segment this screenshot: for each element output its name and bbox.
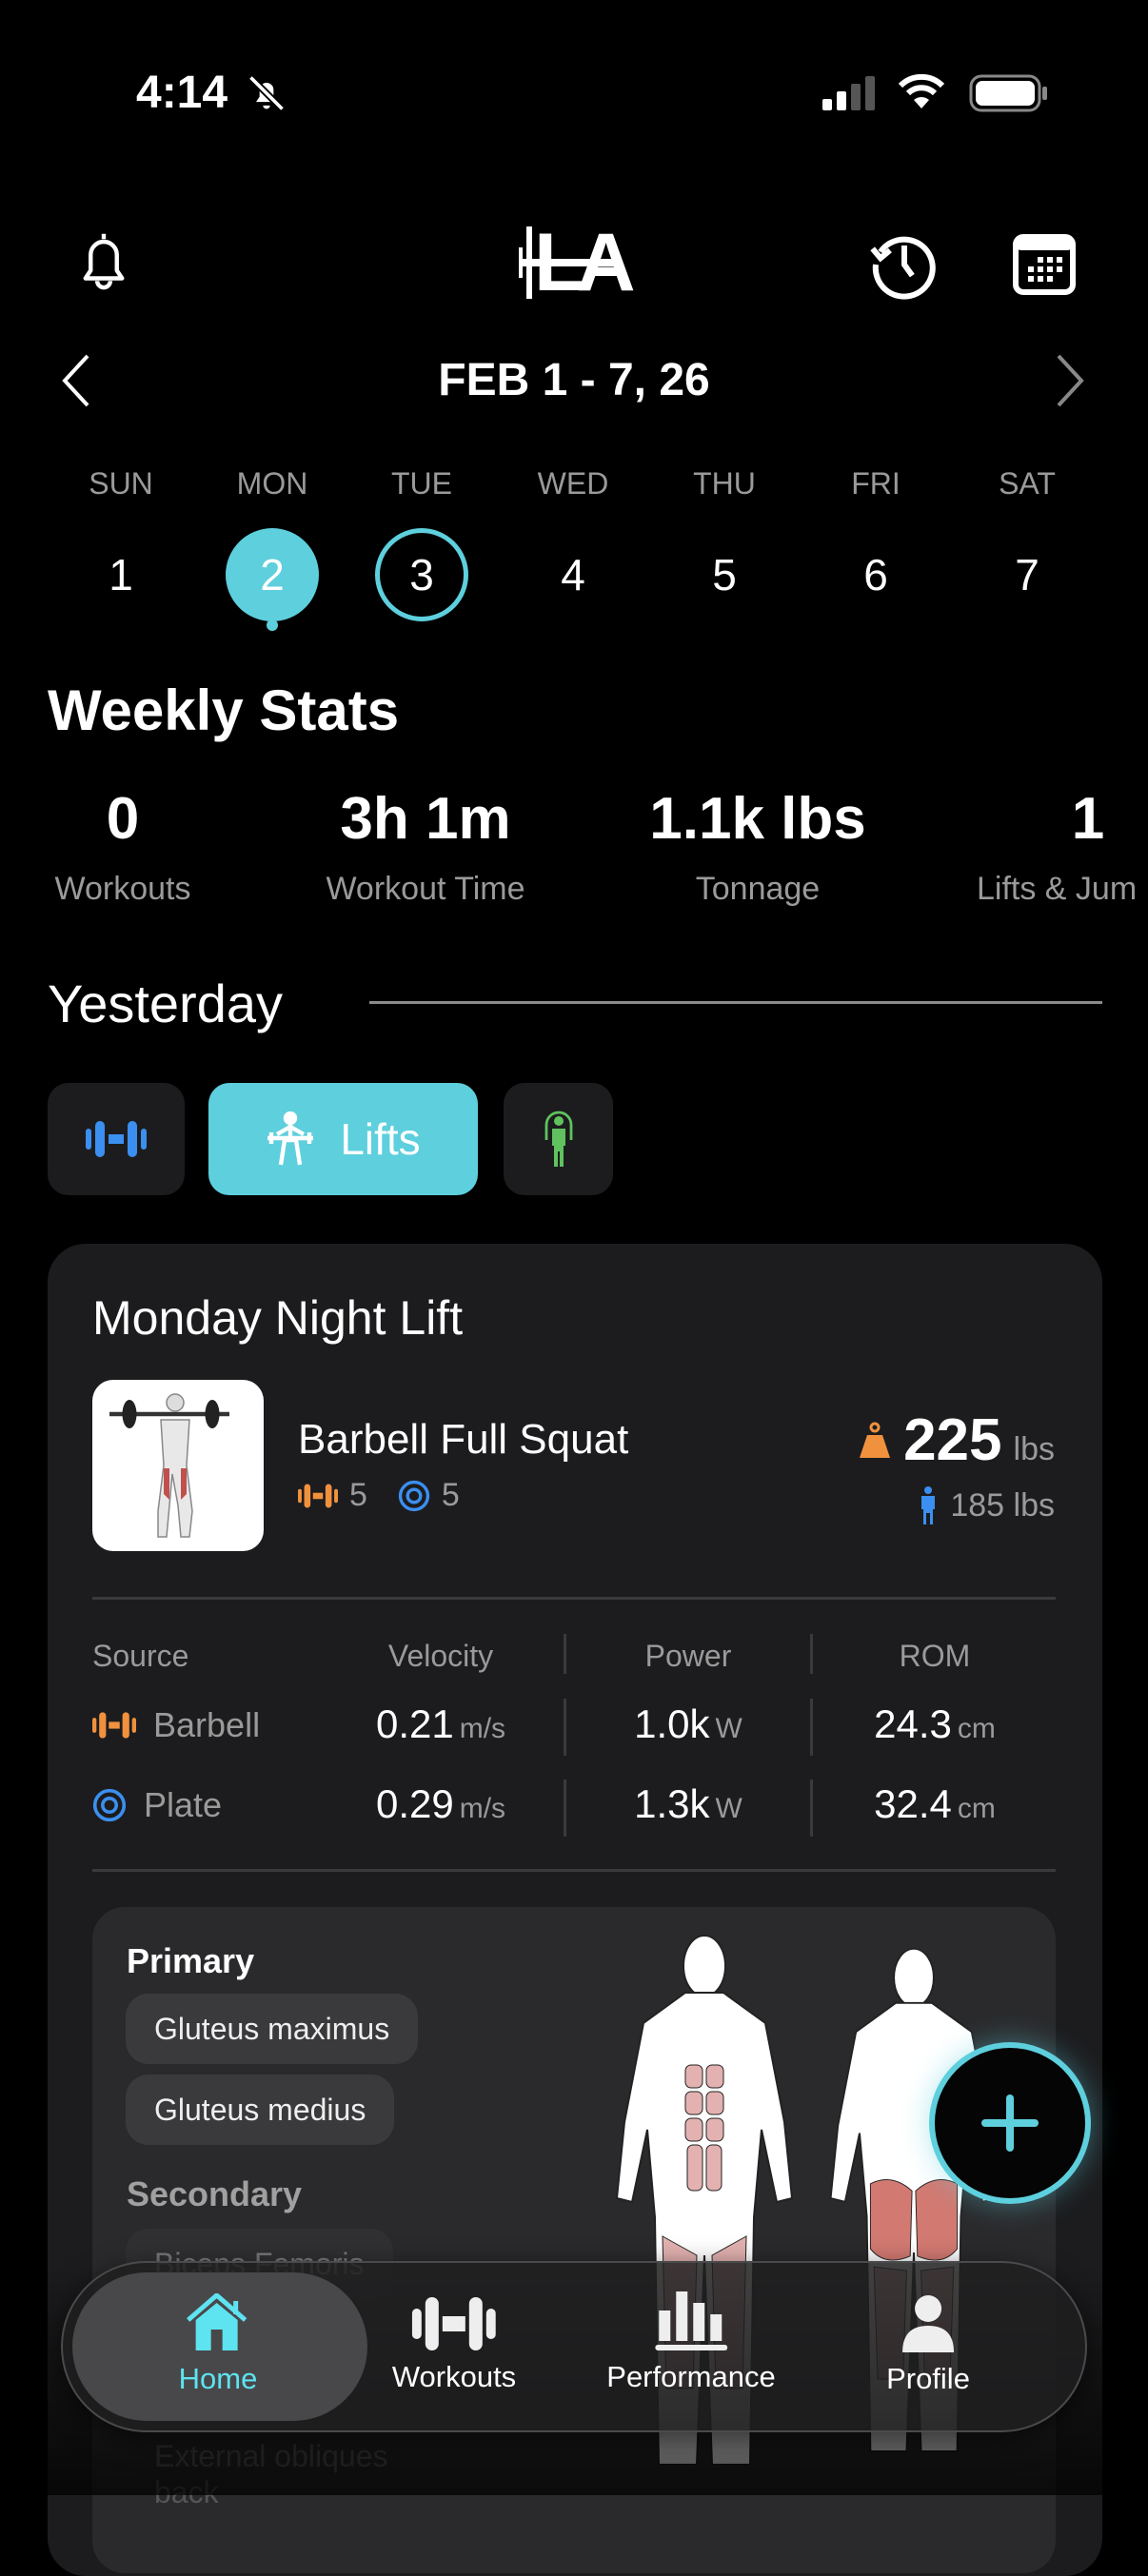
- section-divider: [369, 1001, 1102, 1004]
- stat-value: 0: [106, 786, 140, 852]
- section-title: Yesterday: [48, 973, 283, 1033]
- add-workout-button[interactable]: [929, 2042, 1091, 2204]
- bell-slash-icon: [247, 74, 286, 112]
- week-range-label: FEB 1 - 7, 26: [438, 355, 710, 405]
- barbell-velocity: 0.21 m/s: [375, 1701, 506, 1746]
- weightlifter-icon: [267, 1111, 314, 1166]
- workout-title: Monday Night Lift: [92, 1291, 464, 1345]
- header-power: Power: [644, 1639, 732, 1673]
- day-label-tue: TUE: [391, 466, 452, 501]
- barbell-reps: 5: [349, 1477, 367, 1513]
- history-icon[interactable]: [866, 226, 942, 303]
- status-time: 4:14: [136, 68, 228, 118]
- primary-title: Primary: [127, 1941, 255, 1980]
- day-4[interactable]: 4: [561, 550, 585, 600]
- stat-label: Workouts: [54, 871, 191, 907]
- signal-icon: [822, 76, 875, 110]
- header-velocity: Velocity: [387, 1639, 494, 1673]
- barbell-sensor-icon: [298, 1484, 338, 1507]
- plate-reps: 5: [441, 1477, 460, 1513]
- stat-value: 1: [1071, 786, 1105, 852]
- plate-velocity: 0.29 m/s: [375, 1781, 506, 1826]
- weight-value: 225: [903, 1407, 1002, 1473]
- plus-icon: [981, 2094, 1039, 2152]
- stat-value: 3h 1m: [340, 786, 511, 852]
- stat-value: 1.1k lbs: [649, 786, 866, 852]
- day-label-sun: SUN: [89, 466, 153, 501]
- table-row-plate-source: Plate: [92, 1785, 222, 1825]
- weekly-stats-title: Weekly Stats: [48, 678, 400, 742]
- filter-lifts-label: Lifts: [340, 1114, 421, 1164]
- barbell-rom: 24.3 cm: [874, 1701, 996, 1746]
- dumbbell-icon: [411, 2297, 496, 2350]
- muscle-chip: Gluteus medius: [126, 2075, 395, 2145]
- day-label-mon: MON: [236, 466, 308, 501]
- person-icon: [902, 2295, 954, 2352]
- exercise-name: Barbell Full Squat: [298, 1416, 629, 1463]
- bodyweight-person-icon: [921, 1486, 936, 1524]
- weight-unit: lbs: [1013, 1431, 1055, 1467]
- day-5[interactable]: 5: [712, 550, 737, 600]
- kettlebell-weight-icon: [860, 1422, 891, 1458]
- table-row-barbell-source: Barbell: [92, 1705, 260, 1745]
- activity-dot: [267, 619, 278, 631]
- battery-icon: [969, 74, 1047, 112]
- tab-home[interactable]: Home: [179, 2293, 257, 2396]
- wifi-icon: [898, 73, 945, 108]
- dumbbell-icon: [86, 1121, 147, 1157]
- header-rom: ROM: [899, 1639, 971, 1673]
- filter-workouts-button[interactable]: [48, 1083, 185, 1195]
- home-icon: [187, 2293, 247, 2350]
- plate-rom: 32.4 cm: [874, 1781, 996, 1826]
- stat-label: Tonnage: [695, 871, 821, 907]
- jump-rope-icon: [544, 1111, 572, 1167]
- stat-label: Workout Time: [326, 871, 525, 907]
- day-6[interactable]: 6: [863, 550, 888, 600]
- bar-chart-icon: [655, 2291, 727, 2350]
- secondary-title: Secondary: [127, 2174, 303, 2213]
- calendar-icon[interactable]: [1013, 234, 1076, 295]
- filter-lifts-button[interactable]: Lifts: [208, 1083, 478, 1195]
- day-2[interactable]: 2: [226, 528, 319, 621]
- plate-sensor-icon: [92, 1788, 127, 1822]
- filter-jumps-button[interactable]: [504, 1083, 613, 1195]
- app-logo: LA: [519, 222, 636, 304]
- day-7[interactable]: 7: [1015, 550, 1039, 600]
- bell-icon[interactable]: [72, 228, 135, 297]
- bodyweight-value: 185 lbs: [950, 1486, 1055, 1524]
- tab-performance[interactable]: Performance: [606, 2291, 776, 2394]
- stat-label: Lifts & Jum: [977, 871, 1138, 907]
- barbell-power: 1.0k W: [634, 1701, 742, 1746]
- tab-workouts[interactable]: Workouts: [392, 2297, 516, 2394]
- day-1[interactable]: 1: [109, 550, 133, 600]
- header-source: Source: [92, 1639, 189, 1673]
- divider: [92, 1869, 1056, 1872]
- barbell-sensor-icon: [92, 1712, 136, 1739]
- exercise-image: [92, 1380, 264, 1551]
- previous-week-button[interactable]: [59, 352, 91, 409]
- plate-power: 1.3k W: [634, 1781, 742, 1826]
- day-label-sat: SAT: [999, 466, 1056, 501]
- plate-sensor-icon: [398, 1480, 430, 1511]
- divider: [92, 1597, 1056, 1600]
- day-label-fri: FRI: [851, 466, 901, 501]
- muscle-chip: Gluteus maximus: [126, 1994, 419, 2064]
- day-label-thu: THU: [693, 466, 756, 501]
- tab-profile[interactable]: Profile: [886, 2293, 970, 2396]
- day-label-wed: WED: [537, 466, 609, 501]
- day-3[interactable]: 3: [375, 528, 468, 621]
- next-week-button[interactable]: [1055, 352, 1087, 409]
